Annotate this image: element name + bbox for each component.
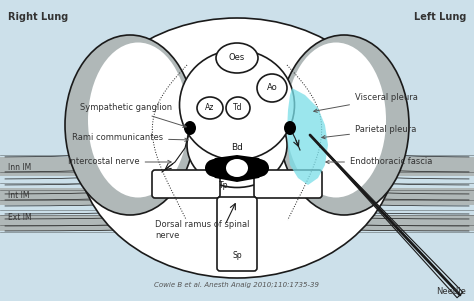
Text: Oes: Oes [229,54,245,63]
Text: Right Lung: Right Lung [8,12,68,22]
FancyBboxPatch shape [152,170,220,198]
Ellipse shape [205,159,225,177]
Ellipse shape [226,97,250,119]
Text: Inn IM: Inn IM [8,163,31,172]
Text: Int IM: Int IM [8,191,29,200]
Text: Left Lung: Left Lung [414,12,466,22]
Ellipse shape [184,121,196,135]
Text: Sp: Sp [232,250,242,259]
Bar [0,157,474,179]
FancyBboxPatch shape [254,170,322,198]
Polygon shape [287,88,328,185]
Ellipse shape [286,42,386,197]
Text: Needle: Needle [436,287,466,296]
Ellipse shape [65,35,195,215]
Text: Parietal pleura: Parietal pleura [322,126,416,139]
Text: Intercostal nerve: Intercostal nerve [68,157,171,166]
Bar [0,213,474,231]
FancyBboxPatch shape [217,197,257,271]
Text: Ao: Ao [266,83,277,92]
Ellipse shape [284,121,296,135]
Ellipse shape [257,74,287,102]
Bar [0,205,474,215]
Text: Endothoracic fascia: Endothoracic fascia [326,157,432,166]
Text: Bd: Bd [231,144,243,153]
Text: Rami communicantes: Rami communicantes [72,134,188,142]
Bar [0,187,474,205]
Ellipse shape [226,159,248,177]
Text: Dorsal ramus of spinal
nerve: Dorsal ramus of spinal nerve [155,220,249,240]
Ellipse shape [180,50,294,160]
Text: Cowie B et al. Anesth Analg 2010;110:1735-39: Cowie B et al. Anesth Analg 2010;110:173… [155,282,319,288]
Ellipse shape [279,35,409,215]
Text: Sympathetic ganglion: Sympathetic ganglion [80,104,186,127]
Ellipse shape [216,43,258,73]
Text: Td: Td [233,104,243,113]
Text: Az: Az [205,104,215,113]
Bar [0,176,474,188]
Ellipse shape [187,103,287,188]
Ellipse shape [88,42,188,197]
Ellipse shape [197,97,223,119]
Ellipse shape [249,159,269,177]
Polygon shape [205,155,269,182]
Text: Tp: Tp [219,181,229,190]
Ellipse shape [77,18,397,278]
Text: Ext IM: Ext IM [8,213,32,222]
Text: Visceral pleura: Visceral pleura [314,94,418,112]
